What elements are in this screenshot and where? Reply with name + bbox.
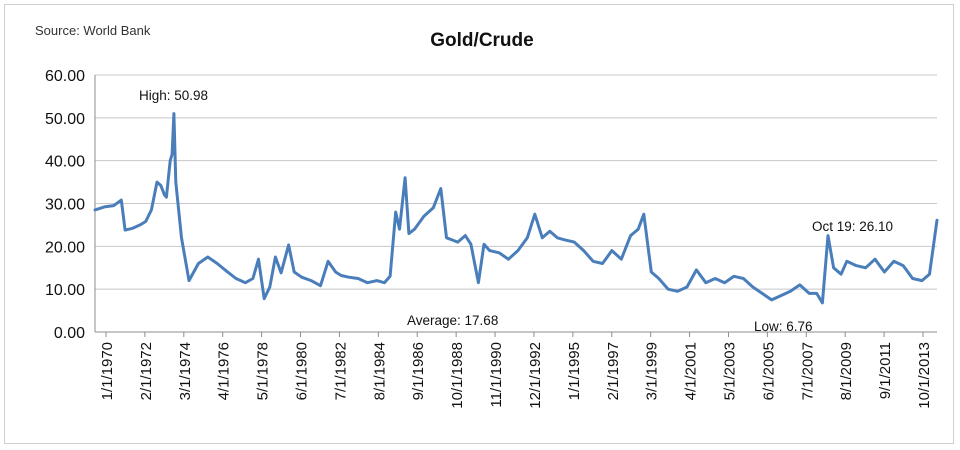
chart-title: Gold/Crude [430,30,533,51]
x-tick-label: 10/1/1988 [449,342,466,409]
y-tick-label: 30.00 [45,197,85,214]
x-tick-label: 8/1/2009 [838,342,855,400]
x-tick-label: 6/1/1980 [294,342,311,400]
annotation-label: Average: 17.68 [407,313,498,328]
annotation-label: Oct 19: 26.10 [812,219,893,234]
source-label: Source: World Bank [35,23,151,38]
annotation-label: Low: 6.76 [754,319,813,334]
y-tick-label: 60.00 [45,68,85,85]
x-tick-label: 12/1/1992 [527,342,544,409]
x-tick-label: 3/1/1999 [644,342,661,400]
x-tick-label: 10/1/2013 [916,342,933,409]
y-tick-label: 20.00 [45,239,85,256]
x-tick-label: 1/1/1970 [99,342,116,400]
x-tick-label: 7/1/1982 [332,342,349,400]
x-tick-label: 3/1/1974 [177,342,194,400]
x-tick-label: 9/1/2011 [877,342,894,399]
x-tick-label: 2/1/1997 [605,342,622,400]
x-tick-label: 9/1/1986 [410,342,427,400]
x-tick-label: 2/1/1972 [138,342,155,400]
x-tick-label: 4/1/1976 [216,342,233,400]
series-line [93,112,939,305]
x-tick-label: 7/1/2007 [799,342,816,400]
x-tick-label: 1/1/1995 [566,342,583,400]
x-tick-label: 6/1/2005 [760,342,777,400]
x-tick-label: 11/1/1990 [488,342,505,408]
x-tick-label: 5/1/1978 [255,342,272,400]
x-tick-label: 4/1/2001 [683,342,700,400]
y-tick-label: 10.00 [45,282,85,299]
x-tick-label: 8/1/1984 [371,342,388,400]
annotation-label: High: 50.98 [139,88,208,103]
chart: Source: World Bank Gold/Crude 0.00 10.00 2… [35,23,939,409]
x-tick-label: 5/1/2003 [721,342,738,400]
chart-frame: Source: World Bank Gold/Crude 0.00 10.00 2… [4,4,954,444]
y-tick-label: 0.00 [54,325,85,342]
y-tick-label: 40.00 [45,154,85,171]
y-tick-label: 50.00 [45,111,85,128]
